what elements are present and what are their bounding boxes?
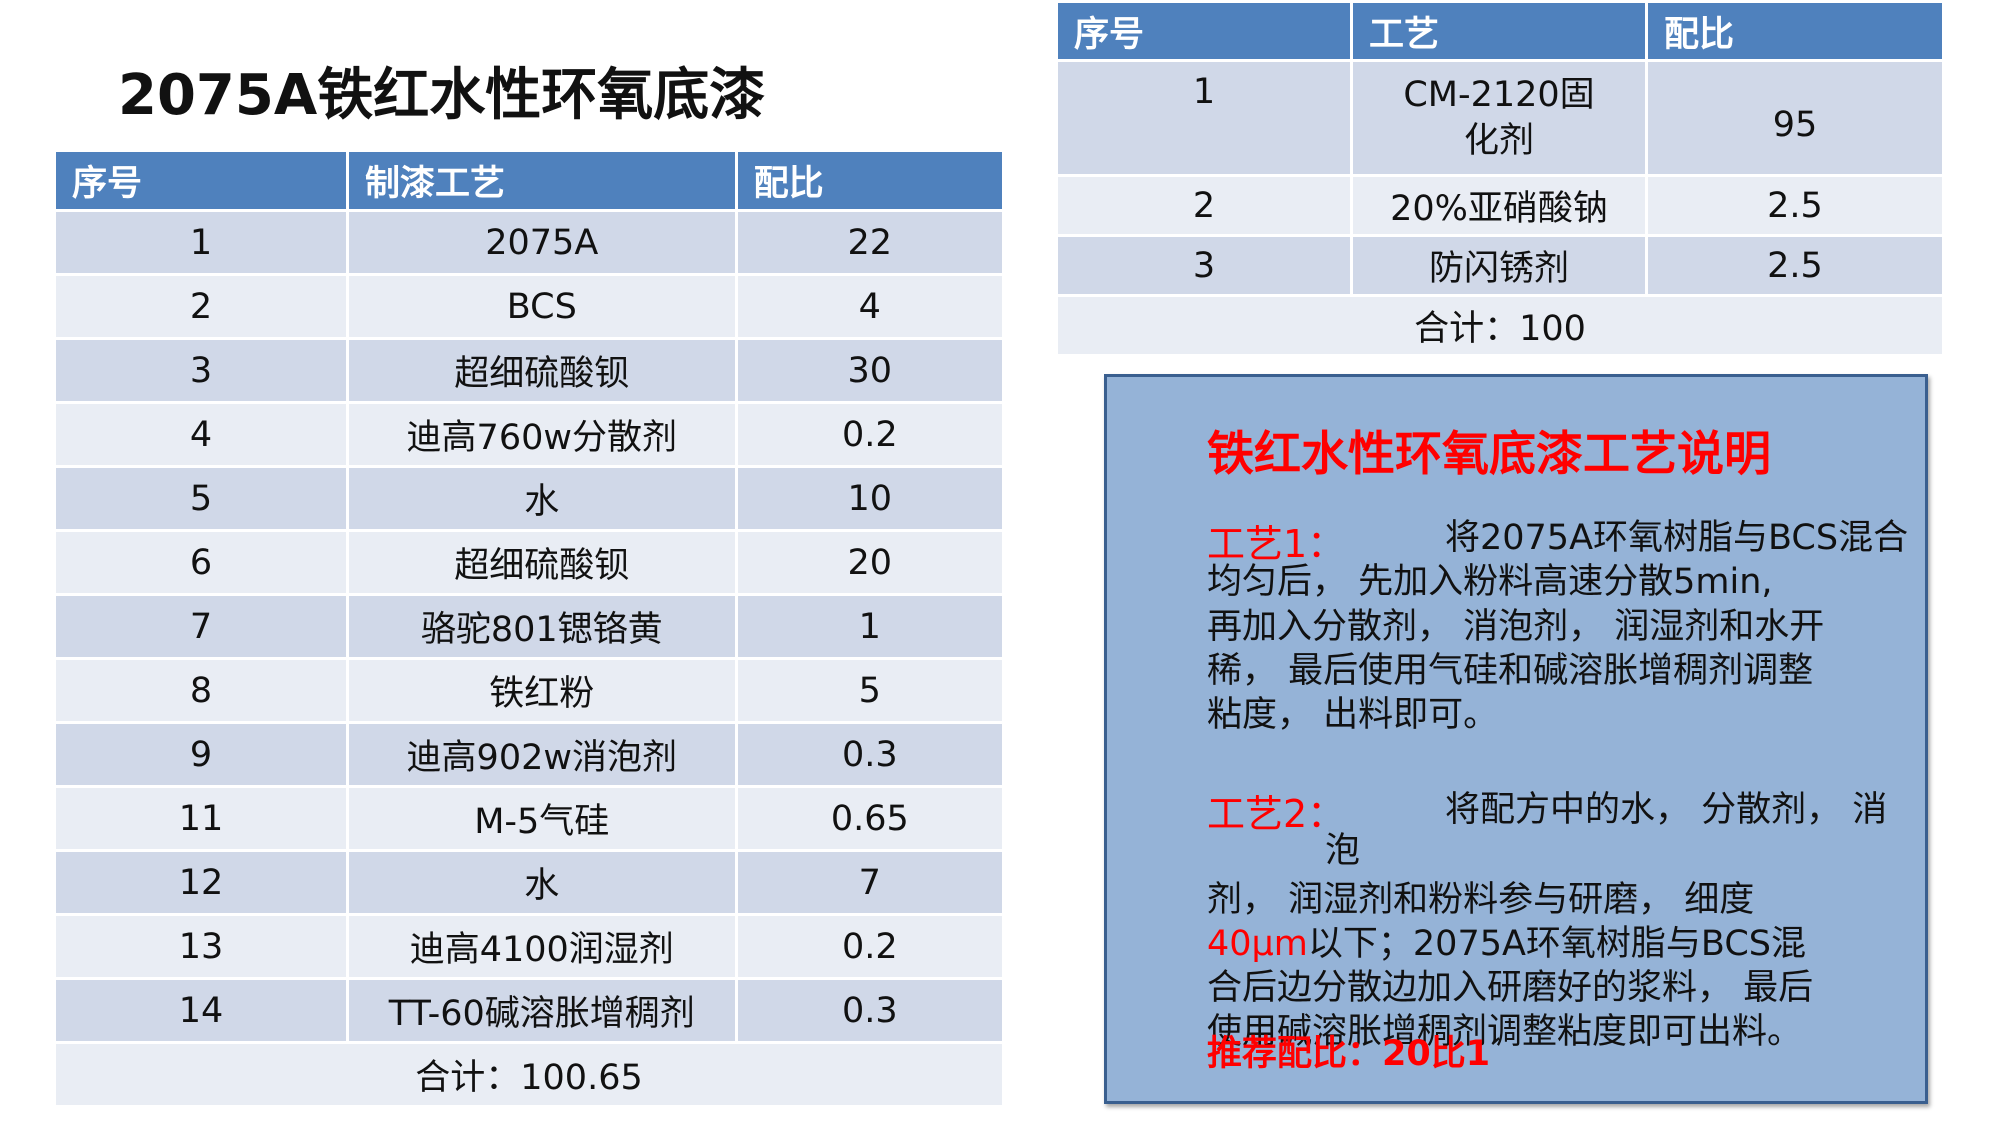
- cell-ratio: 2.5: [1648, 177, 1942, 234]
- process1-line: 稀， 最后使用气硅和碱溶胀增稠剂调整: [1207, 651, 1814, 691]
- cell-index: 4: [56, 404, 346, 465]
- table-row: 11 M-5气硅 0.65: [56, 788, 1002, 849]
- column-header-process: 制漆工艺: [348, 152, 735, 209]
- cell-material: M-5气硅: [348, 788, 735, 849]
- table-row: 8 铁红粉 5: [56, 660, 1002, 721]
- table-row: 7 骆驼801锶铬黄 1: [56, 596, 1002, 657]
- cell-ratio: 0.3: [737, 980, 1002, 1041]
- cell-ratio: 1: [737, 596, 1002, 657]
- cell-ratio: 0.2: [737, 916, 1002, 977]
- table-row: 3 防闪锈剂 2.5: [1058, 237, 1942, 294]
- cell-index: 11: [56, 788, 346, 849]
- cell-material: 骆驼801锶铬黄: [348, 596, 735, 657]
- cell-index: 12: [56, 852, 346, 913]
- process2-line-text: 以下；2075A环氧树脂与BCS混: [1307, 924, 1806, 964]
- table-row: 6 超细硫酸钡 20: [56, 532, 1002, 593]
- cell-material: 迪高4100润湿剂: [348, 916, 735, 977]
- process2-label: 工艺2：: [1207, 792, 1346, 836]
- process1-line: 粘度， 出料即可。: [1207, 695, 1499, 735]
- cell-index: 2: [1058, 177, 1350, 234]
- cell-index: 8: [56, 660, 346, 721]
- cell-ratio: 0.3: [737, 724, 1002, 785]
- process2-line: 使用碱溶胀增稠剂调整粘度即可出料。: [1207, 1012, 1803, 1052]
- column-header-ratio: 配比: [737, 152, 1002, 209]
- cell-material: 铁红粉: [348, 660, 735, 721]
- table-row: 3 超细硫酸钡 30: [56, 340, 1002, 401]
- process2-line: 剂， 润湿剂和粉料参与研磨， 细度: [1207, 880, 1755, 920]
- cell-index: 9: [56, 724, 346, 785]
- cell-material: 水: [348, 852, 735, 913]
- cell-ratio: 20: [737, 532, 1002, 593]
- cell-index: 5: [56, 468, 346, 529]
- table-row: 1 2075A 22: [56, 212, 1002, 273]
- table-row: 5 水 10: [56, 468, 1002, 529]
- cell-ratio: 30: [737, 340, 1002, 401]
- table-row: 14 TT-60碱溶胀增稠剂 0.3: [56, 980, 1002, 1041]
- process1-line: 将2075A环氧树脂与BCS混合: [1445, 518, 1909, 558]
- table-total-row: 合计：100.65: [56, 1044, 1002, 1105]
- cell-material: 超细硫酸钡: [348, 340, 735, 401]
- cell-material: CM-2120固化剂: [1353, 62, 1645, 174]
- table-header-row: 序号 工艺 配比: [1058, 3, 1942, 59]
- table-header-row: 序号 制漆工艺 配比: [56, 152, 1002, 209]
- process2-line: 40μm以下；2075A环氧树脂与BCS混: [1207, 915, 1806, 966]
- cell-index: 3: [56, 340, 346, 401]
- table-row: 9 迪高902w消泡剂 0.3: [56, 724, 1002, 785]
- cell-index: 3: [1058, 237, 1350, 294]
- table-row: 1 CM-2120固化剂 95: [1058, 62, 1942, 174]
- table-total-row: 合计：100: [1058, 297, 1942, 354]
- total-cell: 合计：100: [1058, 297, 1942, 354]
- fineness-value: 40μm: [1207, 924, 1308, 964]
- cell-ratio: 2.5: [1648, 237, 1942, 294]
- column-header-process: 工艺: [1353, 3, 1645, 59]
- table-row: 2 BCS 4: [56, 276, 1002, 337]
- cell-ratio: 0.65: [737, 788, 1002, 849]
- cell-material: 迪高902w消泡剂: [348, 724, 735, 785]
- cell-ratio: 7: [737, 852, 1002, 913]
- cell-ratio: 22: [737, 212, 1002, 273]
- column-header-ratio: 配比: [1648, 3, 1942, 59]
- cell-ratio: 4: [737, 276, 1002, 337]
- cell-material: 水: [348, 468, 735, 529]
- note-title: 铁红水性环氧底漆工艺说明: [1207, 427, 1771, 482]
- cell-index: 13: [56, 916, 346, 977]
- cell-material: 20%亚硝酸钠: [1353, 177, 1645, 234]
- cell-material: 防闪锈剂: [1353, 237, 1645, 294]
- process1-label: 工艺1：: [1207, 522, 1346, 566]
- process1-line: 再加入分散剂， 消泡剂， 润湿剂和水开: [1207, 607, 1825, 647]
- process2-line: 泡: [1325, 831, 1361, 871]
- cell-material: 2075A: [348, 212, 735, 273]
- curing-table: 序号 工艺 配比 1 CM-2120固化剂 95 2 20%亚硝酸钠 2.5 3 防闪…: [1055, 0, 1945, 357]
- table-row: 13 迪高4100润湿剂 0.2: [56, 916, 1002, 977]
- page-title: 2075A铁红水性环氧底漆: [118, 63, 766, 128]
- total-cell: 合计：100.65: [56, 1044, 1002, 1105]
- process2-line: 合后边分散边加入研磨好的浆料， 最后: [1207, 968, 1814, 1008]
- cell-index: 2: [56, 276, 346, 337]
- cell-ratio: 5: [737, 660, 1002, 721]
- process1-line: 均匀后， 先加入粉料高速分散5min,: [1207, 562, 1773, 602]
- cell-material: 超细硫酸钡: [348, 532, 735, 593]
- cell-material: 迪高760w分散剂: [348, 404, 735, 465]
- column-header-index: 序号: [56, 152, 346, 209]
- process2-line: 将配方中的水， 分散剂， 消: [1445, 790, 1888, 830]
- table-row: 4 迪高760w分散剂 0.2: [56, 404, 1002, 465]
- table-row: 12 水 7: [56, 852, 1002, 913]
- column-header-index: 序号: [1058, 3, 1350, 59]
- cell-material: TT-60碱溶胀增稠剂: [348, 980, 735, 1041]
- recipe-table: 序号 制漆工艺 配比 1 2075A 22 2 BCS 4 3 超细硫酸钡 30 4 迪高76…: [53, 149, 1005, 1108]
- cell-ratio: 0.2: [737, 404, 1002, 465]
- table-row: 2 20%亚硝酸钠 2.5: [1058, 177, 1942, 234]
- recommended-ratio: 推荐配比：20比1: [1207, 1034, 1491, 1074]
- cell-material: BCS: [348, 276, 735, 337]
- cell-ratio: 10: [737, 468, 1002, 529]
- cell-ratio: 95: [1648, 62, 1942, 174]
- cell-index: 1: [56, 212, 346, 273]
- cell-index: 7: [56, 596, 346, 657]
- cell-index: 14: [56, 980, 346, 1041]
- process-note-box: 铁红水性环氧底漆工艺说明 工艺1： 将2075A环氧树脂与BCS混合 均匀后， …: [1104, 374, 1928, 1104]
- cell-index: 6: [56, 532, 346, 593]
- cell-index: 1: [1058, 62, 1350, 174]
